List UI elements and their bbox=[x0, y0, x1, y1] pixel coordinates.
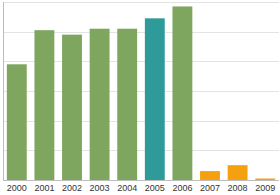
x-tick-label: 2007 bbox=[200, 183, 220, 193]
bar bbox=[7, 64, 27, 180]
bar bbox=[90, 29, 110, 180]
grid-line bbox=[3, 180, 279, 181]
bar bbox=[117, 29, 137, 180]
x-tick-label: 2009 bbox=[255, 183, 275, 193]
bar bbox=[172, 6, 192, 180]
x-tick-label: 2004 bbox=[117, 183, 137, 193]
x-axis bbox=[3, 180, 279, 181]
bar bbox=[255, 179, 275, 180]
x-tick-label: 2005 bbox=[145, 183, 165, 193]
bar bbox=[62, 35, 82, 180]
bar bbox=[228, 165, 248, 180]
chart: 2000 2001 2002 2003 2004 2005 2006 2007 2008 2009 bbox=[0, 0, 280, 195]
bar bbox=[34, 30, 54, 180]
x-tick-label: 2002 bbox=[62, 183, 82, 193]
grid-line bbox=[3, 2, 279, 3]
x-tick-label: 2003 bbox=[90, 183, 110, 193]
y-axis bbox=[3, 2, 4, 180]
bar bbox=[200, 171, 220, 180]
x-tick-label: 2001 bbox=[34, 183, 54, 193]
bar bbox=[145, 18, 165, 180]
x-tick-label: 2006 bbox=[172, 183, 192, 193]
x-tick-label: 2000 bbox=[7, 183, 27, 193]
x-tick-label: 2008 bbox=[228, 183, 248, 193]
